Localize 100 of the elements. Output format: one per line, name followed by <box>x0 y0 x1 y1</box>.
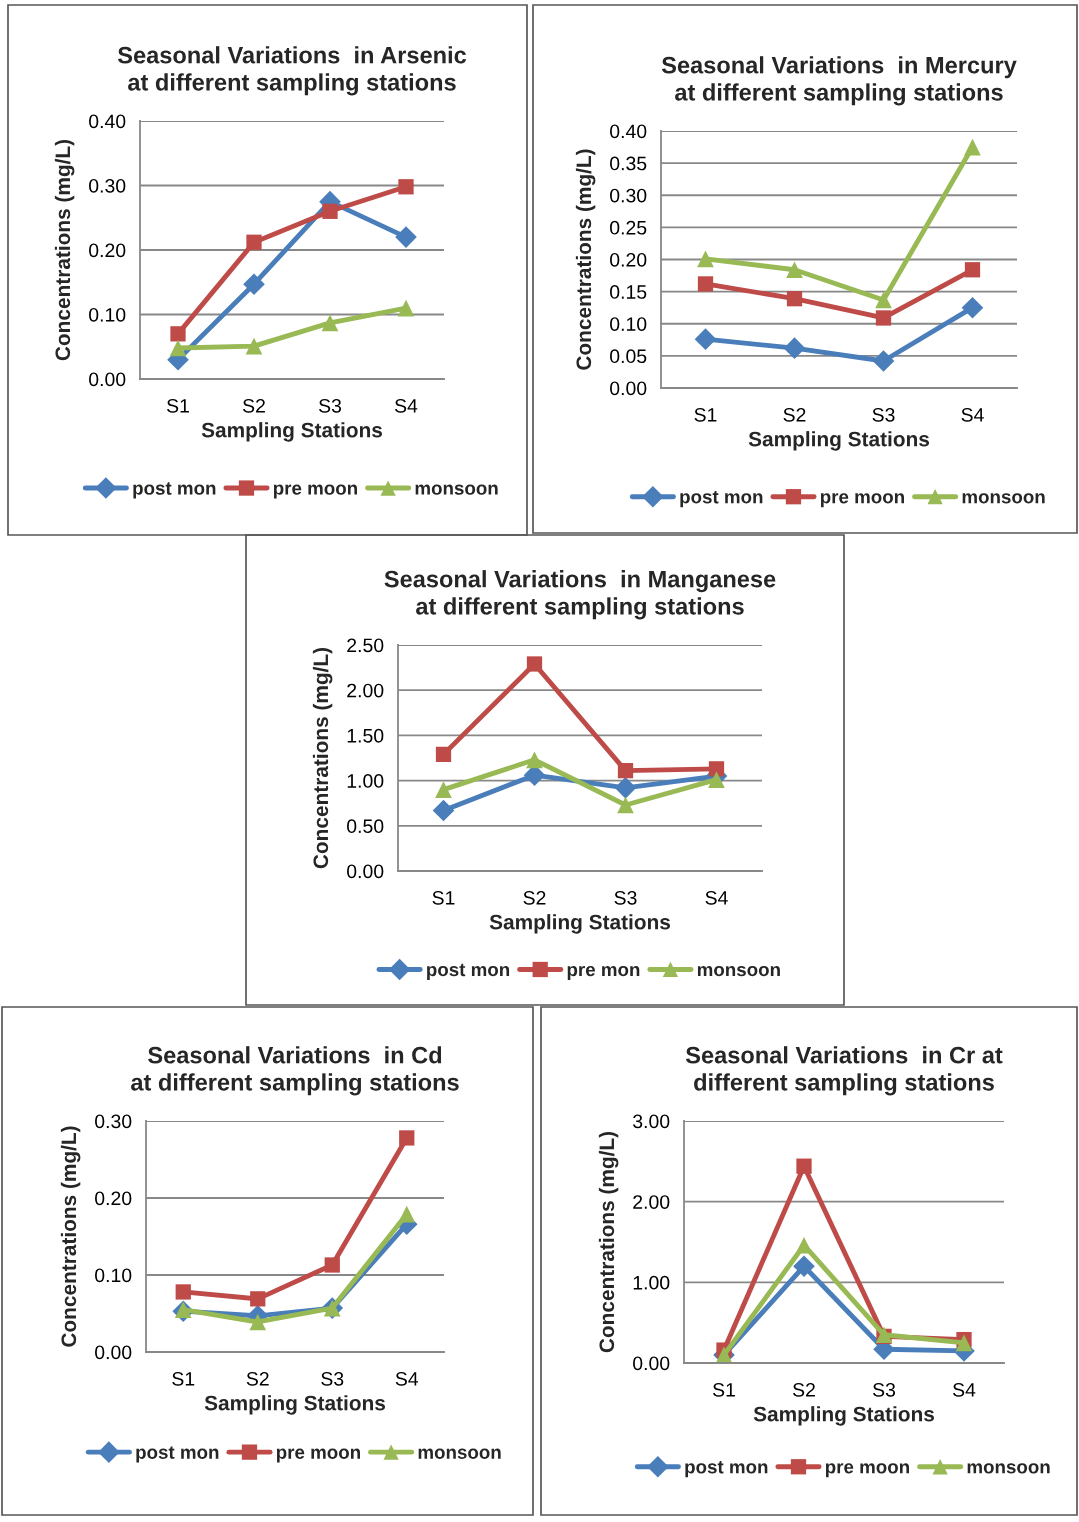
legend-label: post mon <box>685 1461 768 1478</box>
point <box>435 746 452 763</box>
y-tick-label: 0.00 <box>347 864 384 879</box>
y-tick-label: 3.00 <box>633 1114 670 1129</box>
point <box>697 250 714 268</box>
x-tick-label: S3 <box>321 1371 344 1386</box>
y-tick-label: 0.00 <box>610 381 647 396</box>
point <box>875 310 892 326</box>
x-axis-title: Sampling Stations <box>201 422 383 442</box>
x-tick-label: S1 <box>432 890 455 905</box>
point <box>398 179 414 195</box>
point <box>397 299 415 317</box>
point <box>324 1257 340 1273</box>
point <box>793 1255 815 1277</box>
x-axis-title: Sampling Stations <box>753 1406 935 1426</box>
x-tick-label: S1 <box>166 398 189 413</box>
y-tick-label: 0.10 <box>95 1268 132 1283</box>
y-tick-label: 0.35 <box>610 156 647 171</box>
x-axis-title: Sampling Stations <box>748 431 930 451</box>
point <box>964 138 981 156</box>
point <box>175 1284 191 1300</box>
x-tick-label: S2 <box>783 407 806 422</box>
chart-title: Seasonal Variations in Cr at different sampling stations <box>685 1046 1003 1096</box>
x-tick-label: S3 <box>872 1382 896 1397</box>
point <box>321 314 339 332</box>
x-tick-label: S2 <box>242 398 265 413</box>
point <box>617 796 634 814</box>
point <box>786 261 803 279</box>
y-tick-label: 0.20 <box>95 1191 132 1206</box>
point <box>697 276 714 292</box>
point <box>526 656 543 672</box>
y-tick-label: 0.05 <box>610 349 647 364</box>
point <box>322 203 338 219</box>
y-axis-title: Concentrations (mg/L) <box>575 149 596 370</box>
point <box>432 799 455 822</box>
point <box>245 337 263 355</box>
x-tick-label: S3 <box>318 398 342 413</box>
x-tick-label: S3 <box>872 407 895 422</box>
y-tick-label: 2.00 <box>347 683 384 698</box>
x-tick-label: S4 <box>961 407 984 422</box>
point <box>435 781 452 798</box>
y-tick-label: 0.00 <box>633 1356 670 1371</box>
y-tick-label: 0.10 <box>610 317 647 331</box>
x-tick-label: S2 <box>792 1382 815 1397</box>
point <box>955 1334 973 1352</box>
legend-label: monsoon <box>415 484 498 495</box>
point <box>694 328 717 350</box>
chart-title: Seasonal Variations in Mercury at different sampling stations <box>661 56 1017 106</box>
y-tick-label: 0.25 <box>610 220 647 235</box>
y-tick-label: 0.30 <box>89 178 126 193</box>
x-tick-label: S1 <box>712 1382 735 1397</box>
y-axis-title: Concentrations (mg/L) <box>312 647 333 869</box>
point <box>708 771 725 789</box>
x-tick-label: S1 <box>694 407 717 422</box>
y-tick-label: 1.50 <box>347 728 384 743</box>
x-tick-label: S4 <box>394 398 418 413</box>
legend-label: post mon <box>427 963 510 980</box>
point <box>243 273 265 295</box>
point <box>617 763 634 779</box>
chart-title: Seasonal Variations in Cd at different sampling stations <box>131 1046 459 1096</box>
legend-label: pre moon <box>825 1463 909 1478</box>
point <box>169 339 187 357</box>
y-tick-label: 0.00 <box>95 1345 132 1360</box>
legend-label: pre moon <box>276 1448 360 1463</box>
point <box>395 226 417 248</box>
y-tick-label: 0.30 <box>95 1114 132 1129</box>
legend-label: post mon <box>133 482 216 499</box>
legend-label: pre moon <box>820 493 904 508</box>
x-axis-title: Sampling Stations <box>204 1395 386 1415</box>
point <box>872 350 895 372</box>
point <box>398 1205 416 1223</box>
y-tick-label: 0.40 <box>89 114 126 129</box>
x-tick-label: S4 <box>395 1371 419 1386</box>
y-tick-label: 0.15 <box>610 285 647 299</box>
point <box>250 1291 266 1307</box>
point <box>614 777 637 799</box>
x-axis-title: Sampling Stations <box>489 914 671 934</box>
y-axis-title: Concentrations (mg/L) <box>54 139 75 361</box>
point <box>170 326 186 342</box>
y-tick-label: 1.00 <box>347 774 384 788</box>
x-tick-label: S3 <box>614 890 637 905</box>
point <box>708 761 725 777</box>
chart-title: Seasonal Variations in Arsenic at different sampling stations <box>117 46 467 96</box>
legend-label: monsoon <box>962 493 1045 504</box>
y-tick-label: 0.00 <box>89 372 126 387</box>
y-tick-label: 2.00 <box>633 1195 670 1209</box>
point <box>526 751 543 769</box>
x-tick-label: S2 <box>246 1371 269 1386</box>
point <box>961 296 984 319</box>
y-tick-label: 2.50 <box>347 638 384 653</box>
point <box>246 234 262 250</box>
point <box>796 1158 812 1174</box>
legend-label: post mon <box>680 491 763 508</box>
point <box>875 291 892 309</box>
y-tick-label: 0.20 <box>89 243 126 258</box>
x-tick-label: S2 <box>523 890 546 905</box>
y-tick-label: 0.50 <box>347 819 384 834</box>
x-tick-label: S1 <box>172 1371 195 1386</box>
legend-label: pre moon <box>273 484 357 499</box>
legend-label: post mon <box>136 1446 219 1463</box>
